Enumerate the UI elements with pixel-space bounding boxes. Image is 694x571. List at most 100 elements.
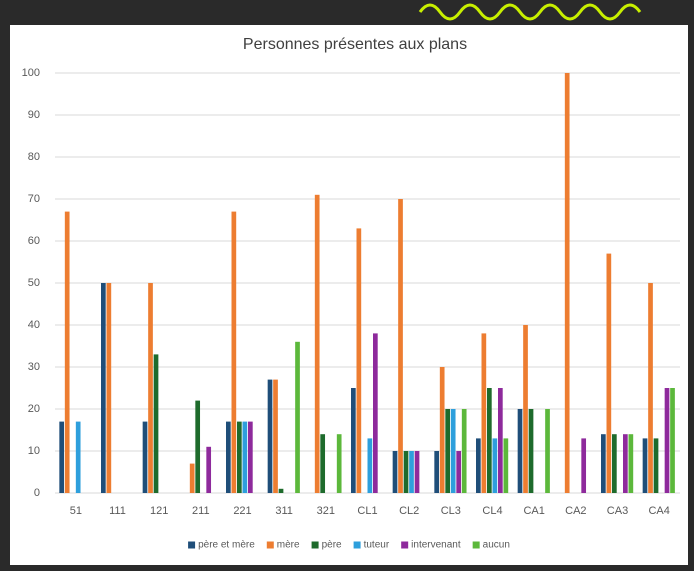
bar <box>415 451 420 493</box>
bar <box>404 451 409 493</box>
legend-label: tuteur <box>364 540 390 551</box>
bar <box>320 434 325 493</box>
y-tick-label: 30 <box>28 361 40 373</box>
x-tick-label: 121 <box>150 505 168 517</box>
bar <box>373 333 378 493</box>
bar <box>440 367 445 493</box>
bar <box>487 388 492 493</box>
x-tick-label: CL1 <box>357 505 377 517</box>
bar <box>65 212 70 493</box>
bar <box>434 451 439 493</box>
bar <box>248 422 253 493</box>
chart: Personnes présentes aux plans 0 10 20 30 40 5… <box>0 0 694 571</box>
legend-label: père et mère <box>198 540 255 551</box>
bar <box>476 438 481 493</box>
x-tick-label: 321 <box>317 505 335 517</box>
bar <box>232 212 237 493</box>
x-tick-label: CA3 <box>607 505 628 517</box>
bar <box>529 409 534 493</box>
bar <box>206 447 211 493</box>
y-tick-label: 80 <box>28 151 40 163</box>
bar <box>612 434 617 493</box>
bar <box>498 388 503 493</box>
y-tick-label: 20 <box>28 403 40 415</box>
y-tick-label: 0 <box>34 487 40 499</box>
bar <box>268 380 273 493</box>
bar <box>654 438 659 493</box>
legend-label: mère <box>277 540 300 551</box>
bar <box>518 409 523 493</box>
bar <box>243 422 248 493</box>
x-tick-label: CL3 <box>441 505 461 517</box>
bar <box>107 283 112 493</box>
bar <box>398 199 403 493</box>
y-tick-label: 40 <box>28 319 40 331</box>
bar <box>504 438 509 493</box>
bar <box>462 409 467 493</box>
bar <box>368 438 373 493</box>
legend-swatch <box>401 542 408 549</box>
x-tick-label: 311 <box>275 505 293 517</box>
bar <box>393 451 398 493</box>
legend-label: aucun <box>483 540 510 551</box>
bar <box>629 434 634 493</box>
bar <box>273 380 278 493</box>
bar <box>143 422 148 493</box>
x-tick-label: 211 <box>192 505 210 517</box>
x-tick-label: CA2 <box>565 505 586 517</box>
bar <box>351 388 356 493</box>
bar <box>456 451 461 493</box>
legend-swatch <box>188 542 195 549</box>
y-tick-label: 10 <box>28 445 40 457</box>
bar <box>148 283 153 493</box>
bar <box>279 489 284 493</box>
page: Personnes présentes aux plans 0 10 20 30 40 5… <box>0 0 694 571</box>
x-tick-label: CL4 <box>482 505 502 517</box>
bar <box>337 434 342 493</box>
bar <box>237 422 242 493</box>
legend-label: père <box>322 540 342 551</box>
x-tick-label: 51 <box>70 505 82 517</box>
bar <box>565 73 570 493</box>
bar <box>601 434 606 493</box>
bar <box>76 422 81 493</box>
x-tick-label: 111 <box>109 505 126 517</box>
x-tick-label: 221 <box>233 505 251 517</box>
y-tick-label: 60 <box>28 235 40 247</box>
bar <box>670 388 675 493</box>
bar <box>154 354 159 493</box>
legend-swatch <box>267 542 274 549</box>
bar <box>665 388 670 493</box>
bar <box>315 195 320 493</box>
bar <box>493 438 498 493</box>
bar <box>482 333 487 493</box>
bar <box>623 434 628 493</box>
legend-swatch <box>312 542 319 549</box>
bar <box>226 422 231 493</box>
legend-swatch <box>354 542 361 549</box>
y-tick-label: 70 <box>28 193 40 205</box>
legend-swatch <box>473 542 480 549</box>
bar <box>59 422 64 493</box>
bar <box>545 409 550 493</box>
x-tick-label: CA4 <box>648 505 669 517</box>
bar <box>648 283 653 493</box>
chart-title: Personnes présentes aux plans <box>243 36 467 53</box>
y-tick-label: 100 <box>22 67 40 79</box>
bar <box>195 401 200 493</box>
y-tick-label: 90 <box>28 109 40 121</box>
bar <box>409 451 414 493</box>
bar <box>357 228 362 493</box>
y-tick-label: 50 <box>28 277 40 289</box>
x-tick-label: CL2 <box>399 505 419 517</box>
x-tick-label: CA1 <box>523 505 544 517</box>
bar <box>581 438 586 493</box>
bar <box>607 254 612 493</box>
bar <box>295 342 300 493</box>
bar <box>190 464 195 493</box>
bar <box>101 283 106 493</box>
chart-panel <box>10 25 688 565</box>
bar <box>451 409 456 493</box>
legend-label: intervenant <box>411 540 461 551</box>
bar <box>523 325 528 493</box>
